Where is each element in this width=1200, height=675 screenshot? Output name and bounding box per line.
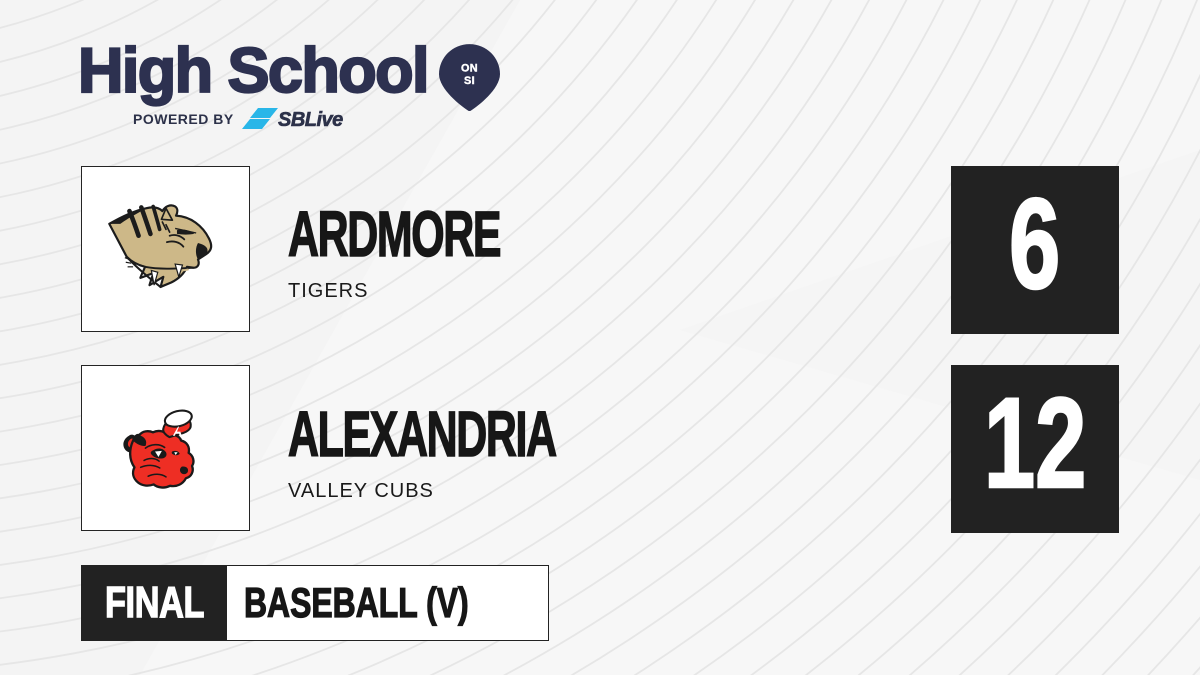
- svg-text:ON: ON: [461, 63, 478, 75]
- svg-text:SBLive: SBLive: [278, 109, 343, 131]
- svg-text:SI: SI: [464, 75, 475, 87]
- svg-text:High School: High School: [81, 44, 428, 106]
